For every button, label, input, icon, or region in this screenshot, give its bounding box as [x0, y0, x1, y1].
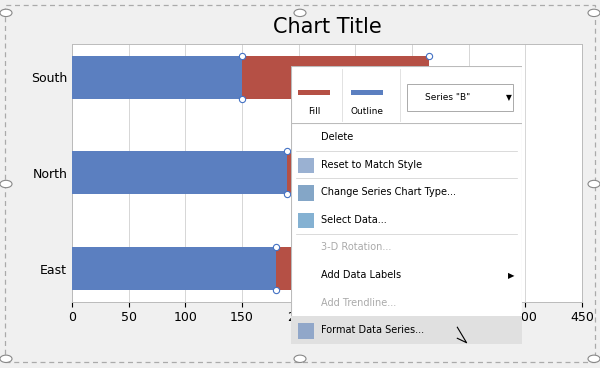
Text: Reset to Match Style: Reset to Match Style	[321, 160, 422, 170]
Bar	[298, 213, 314, 228]
Bar	[291, 316, 522, 344]
Text: Add Trendline...: Add Trendline...	[321, 298, 396, 308]
Text: Format Data Series...: Format Data Series...	[321, 325, 424, 335]
Bar	[242, 56, 429, 99]
Text: 3-D Rotation...: 3-D Rotation...	[321, 243, 391, 252]
Text: Delete: Delete	[321, 132, 353, 142]
Bar	[298, 158, 314, 173]
Title: Chart Title: Chart Title	[272, 17, 382, 37]
Bar	[72, 56, 242, 99]
Text: ▶: ▶	[508, 270, 515, 280]
FancyBboxPatch shape	[291, 66, 522, 131]
Bar	[72, 247, 276, 290]
Text: Select Data...: Select Data...	[321, 215, 387, 225]
Bar	[72, 152, 287, 194]
Text: Fill: Fill	[308, 107, 320, 116]
Text: Change Series Chart Type...: Change Series Chart Type...	[321, 187, 456, 197]
Bar	[298, 323, 314, 339]
Bar	[287, 152, 332, 194]
FancyBboxPatch shape	[407, 84, 513, 111]
Text: Add Data Labels: Add Data Labels	[321, 270, 401, 280]
FancyBboxPatch shape	[291, 123, 522, 344]
Text: Outline: Outline	[351, 107, 384, 116]
Bar	[298, 185, 314, 201]
FancyBboxPatch shape	[298, 90, 330, 95]
FancyBboxPatch shape	[351, 90, 383, 95]
Bar	[276, 247, 485, 290]
Text: ▼: ▼	[506, 93, 512, 102]
Text: Series "B": Series "B"	[425, 93, 470, 102]
